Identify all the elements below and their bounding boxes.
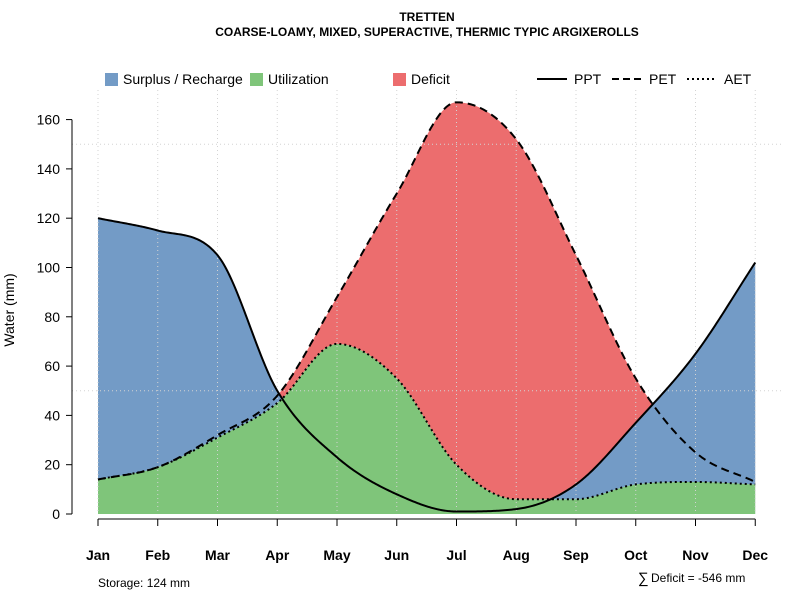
y-tick-label-0: 0 bbox=[52, 506, 60, 522]
x-tick-label-jun: Jun bbox=[384, 547, 409, 563]
legend: Surplus / Recharge Utilization Deficit P… bbox=[105, 71, 752, 87]
x-tick-label-aug: Aug bbox=[503, 547, 530, 563]
utilization-area bbox=[98, 343, 756, 514]
x-tick-label-may: May bbox=[323, 547, 350, 563]
y-tick-label-100: 100 bbox=[37, 259, 61, 275]
x-tick-label-jan: Jan bbox=[86, 547, 110, 563]
legend-label-deficit: Deficit bbox=[411, 71, 450, 87]
y-axis-label: Water (mm) bbox=[1, 273, 17, 346]
deficit-area bbox=[98, 102, 756, 500]
y-tick-label-40: 40 bbox=[44, 407, 60, 423]
plot-area: 0 20 40 60 80 100 120 140 160 Jan Feb Mar Apr May Jun J… bbox=[37, 90, 784, 563]
chart-title: TRETTEN bbox=[399, 10, 454, 24]
x-tick-label-sep: Sep bbox=[563, 547, 589, 563]
x-tick-label-mar: Mar bbox=[205, 547, 230, 563]
x-tick-label-nov: Nov bbox=[682, 547, 709, 563]
x-tick-label-oct: Oct bbox=[624, 547, 648, 563]
x-tick-label-jul: Jul bbox=[446, 547, 466, 563]
series-line-aet bbox=[97, 342, 756, 501]
series-line-ppt bbox=[97, 217, 757, 513]
y-tick-label-140: 140 bbox=[37, 161, 61, 177]
x-tick-label-feb: Feb bbox=[145, 547, 170, 563]
legend-label-aet: AET bbox=[724, 71, 752, 87]
sum-symbol: ∑ bbox=[638, 570, 649, 587]
y-tick-label-160: 160 bbox=[37, 112, 61, 128]
y-tick-label-120: 120 bbox=[37, 210, 61, 226]
y-tick-label-80: 80 bbox=[44, 309, 60, 325]
legend-label-utilization: Utilization bbox=[268, 71, 329, 87]
surplus-area bbox=[98, 218, 756, 512]
legend-swatch-utilization bbox=[250, 73, 263, 86]
deficit-note: Deficit = -546 mm bbox=[651, 571, 745, 585]
legend-swatch-surplus bbox=[105, 73, 118, 86]
series-line-pet bbox=[97, 101, 756, 483]
legend-swatch-deficit bbox=[393, 73, 406, 86]
y-tick-label-20: 20 bbox=[44, 457, 60, 473]
y-tick-label-60: 60 bbox=[44, 358, 60, 374]
chart-subtitle: COARSE-LOAMY, MIXED, SUPERACTIVE, THERMI… bbox=[215, 25, 639, 39]
storage-note: Storage: 124 mm bbox=[98, 576, 190, 590]
legend-label-pet: PET bbox=[649, 71, 677, 87]
legend-label-ppt: PPT bbox=[574, 71, 602, 87]
x-tick-label-dec: Dec bbox=[742, 547, 768, 563]
x-tick-label-apr: Apr bbox=[265, 547, 290, 563]
legend-label-surplus: Surplus / Recharge bbox=[123, 71, 243, 87]
